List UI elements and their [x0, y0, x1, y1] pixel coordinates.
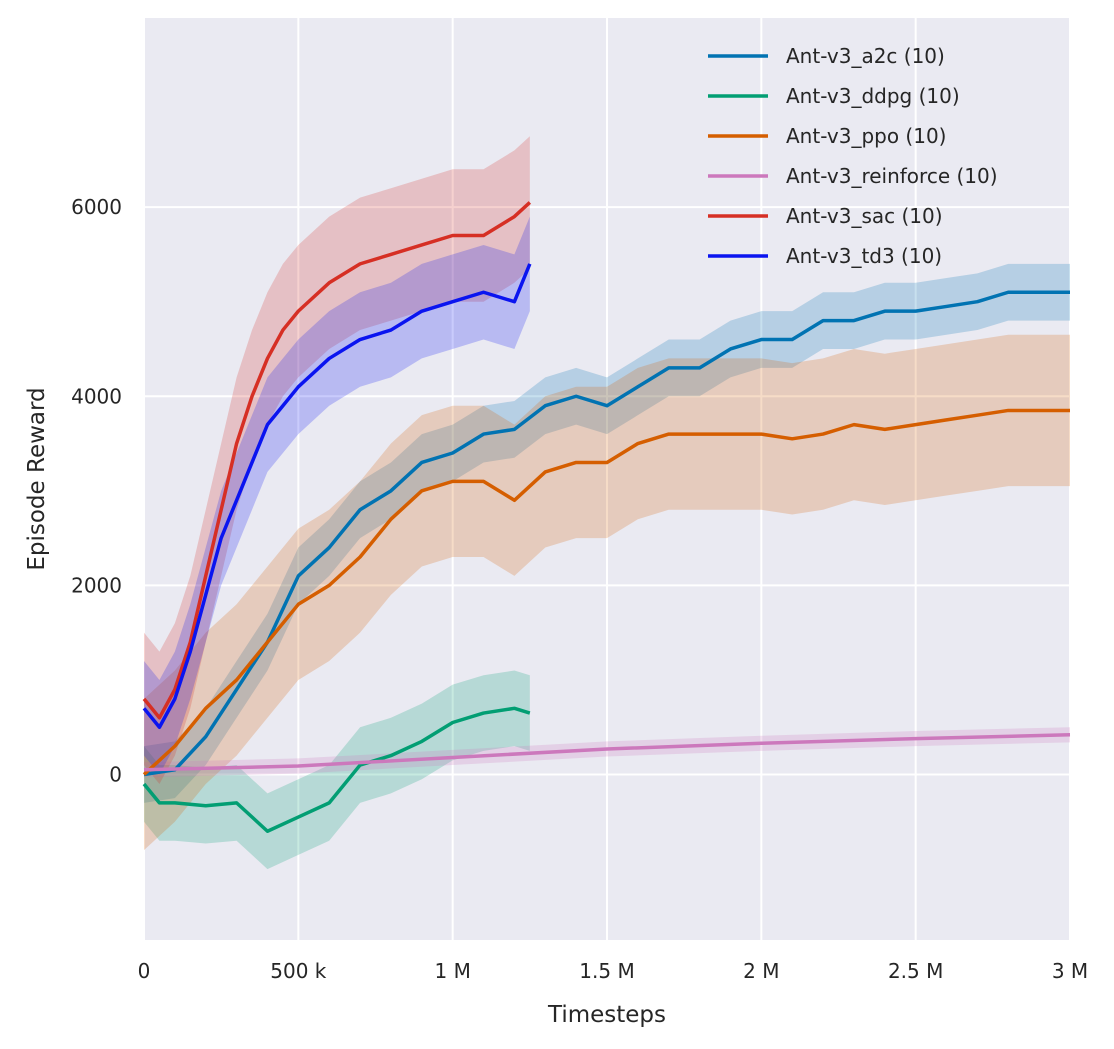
series-line-0 [143, 290, 1070, 777]
series-line-2 [142, 408, 1070, 776]
legend-entry: Ant-v3_ppo (10) [786, 124, 946, 148]
series-line-5 [142, 263, 532, 729]
y-axis-label: Episode Reward [24, 387, 50, 570]
y-tick-label: 0 [109, 763, 122, 787]
confidence-band-0 [144, 263, 1070, 803]
confidence-band-1 [144, 670, 530, 870]
series-line-1 [142, 706, 531, 834]
series-line-4 [142, 201, 532, 720]
y-ticks: 0 2000 4000 6000 [71, 195, 122, 786]
x-tick-label: 0 [138, 959, 151, 983]
confidence-band-4 [144, 136, 530, 784]
x-ticks: 0 500 k 1 M 1.5 M 2 M 2.5 M 3 M [138, 959, 1089, 983]
lines [142, 201, 1071, 834]
confidence-band-2 [144, 334, 1070, 851]
legend-entry: Ant-v3_ddpg (10) [786, 84, 960, 108]
x-tick-label: 500 k [270, 959, 327, 983]
y-tick-label: 6000 [71, 195, 122, 219]
x-tick-label: 2.5 M [888, 959, 943, 983]
confidence-band-5 [144, 216, 530, 775]
series-line-3 [143, 733, 1071, 772]
bands [144, 136, 1070, 870]
legend-entry: Ant-v3_sac (10) [786, 204, 943, 228]
legend-entry: Ant-v3_td3 (10) [786, 244, 942, 268]
x-tick-label: 3 M [1052, 959, 1088, 983]
x-tick-label: 1.5 M [579, 959, 634, 983]
x-axis-label: Timesteps [547, 1002, 666, 1028]
y-tick-label: 2000 [71, 573, 122, 597]
grid [143, 18, 1071, 940]
legend-entry: Ant-v3_a2c (10) [786, 44, 945, 68]
x-tick-label: 2 M [743, 959, 779, 983]
y-tick-label: 4000 [71, 384, 122, 408]
x-tick-label: 1 M [434, 959, 470, 983]
legend-entry: Ant-v3_reinforce (10) [786, 164, 998, 188]
legend: Ant-v3_a2c (10) Ant-v3_ddpg (10) Ant-v3_pp… [708, 44, 998, 268]
